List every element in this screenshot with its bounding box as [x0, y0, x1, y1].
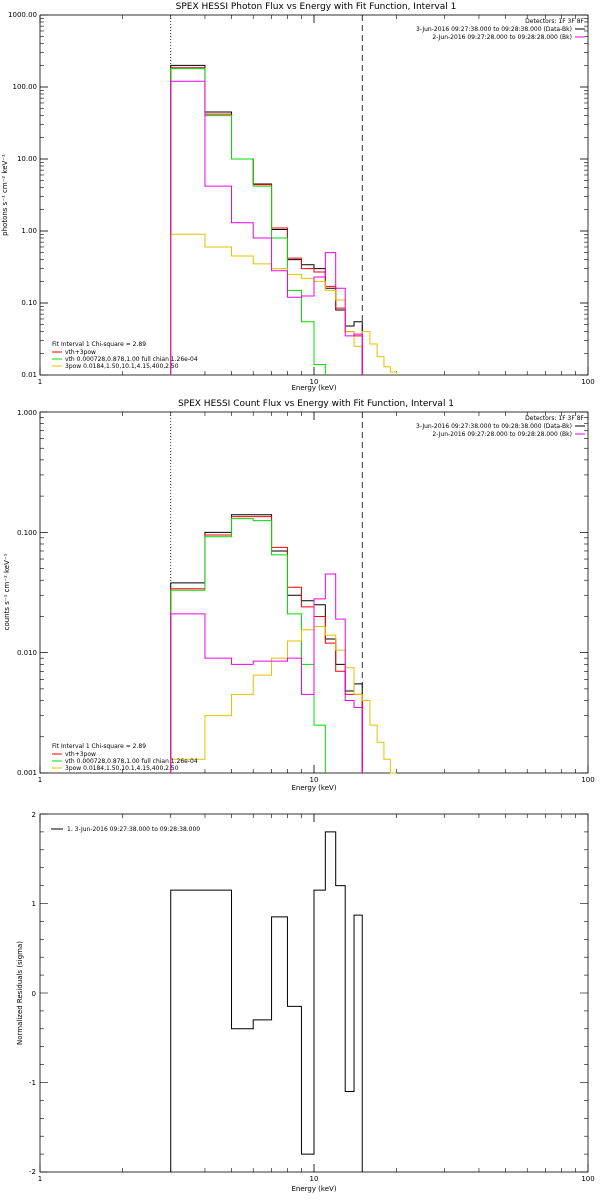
residuals-x-ticks [39, 814, 589, 1172]
data-series [170, 64, 363, 375]
count-x-tick-label: 1 [38, 776, 42, 784]
residuals-x-axis-label: Energy (keV) [291, 1185, 336, 1193]
residuals-x-tick-label: 1 [38, 1175, 42, 1183]
count-flux-panel: SPEX HESSI Count Flux vs Energy with Fit… [3, 399, 595, 792]
count-x-tick-label: 100 [581, 776, 594, 784]
count-y-axis-label: counts s⁻¹ cm⁻² keV⁻¹ [3, 553, 11, 630]
residuals-y-ticks [40, 813, 588, 1173]
photon-y-tick-label: 1000.00 [8, 11, 37, 19]
photon-x-tick-label: 1 [38, 378, 42, 386]
residual-series [170, 831, 363, 1172]
background-series [170, 80, 363, 375]
residuals-y-tick-label: 1 [32, 900, 36, 908]
count-header-bk-interval: 2-Jun-2016 09:27:28.000 to 09:28:28.000 … [432, 431, 572, 438]
count-legend-heading: Fit Interval 1 Chi-square = 2.89 [52, 743, 146, 750]
photon-header-detectors: Detectors: 1F 3F 8F [525, 18, 584, 25]
bpow-series [170, 626, 397, 774]
photon-x-tick-label: 100 [581, 378, 594, 386]
photon-y-tick-label: 100.00 [13, 83, 38, 91]
residuals-x-tick-label: 100 [581, 1175, 594, 1183]
count-markers [170, 412, 363, 773]
residuals-x-tick-label: 10 [310, 1175, 319, 1183]
photon-y-tick-label: 10.00 [17, 155, 37, 163]
photon-y-ticks [40, 14, 588, 376]
count-legend-entry: vth+3pow [65, 751, 96, 758]
photon-y-tick-label: 0.01 [21, 371, 37, 379]
photon-legend-entry: 3pow 0.0184,1.50,10.1,4.15,400,2.50 [65, 363, 179, 370]
count-legend-entry: 3pow 0.0184,1.50,10.1,4.15,400,2.50 [65, 765, 179, 772]
photon-y-axis-label: photons s⁻¹ cm⁻² keV⁻¹ [1, 154, 9, 236]
residuals-legend-entry: 1. 3-Jun-2016 09:27:38.000 to 09:28:38.0… [67, 826, 200, 833]
photon-flux-panel: SPEX HESSI Photon Flux vs Energy with Fi… [1, 2, 595, 392]
count-y-ticks [40, 411, 588, 774]
residuals-y-tick-label: -2 [29, 1168, 36, 1176]
photon-x-axis-label: Energy (keV) [291, 384, 336, 392]
photon-x-ticks [39, 15, 589, 375]
residuals-y-tick-label: 0 [32, 990, 36, 998]
data-series [170, 514, 363, 773]
photon-header-data-interval: 3-Jun-2016 09:27:38.000 to 09:28:38.000 … [416, 26, 572, 33]
count-x-ticks [39, 412, 589, 773]
photon-plot-frame [39, 14, 589, 376]
residuals-y-tick-label: -1 [29, 1079, 36, 1087]
count-y-tick-label: 1.000 [17, 409, 37, 417]
vth-series [170, 68, 326, 375]
residuals-panel: 1 10 100 -2 -1 0 1 2 Energy (keV) Normal… [16, 811, 595, 1193]
total-fit-series [170, 516, 363, 773]
count-x-tick-label: 10 [310, 776, 319, 784]
residuals-y-axis-label: Normalized Residuals (sigma) [16, 941, 24, 1045]
count-header-detectors: Detectors: 1F 3F 8F [525, 415, 584, 422]
count-y-tick-label: 0.100 [17, 529, 37, 537]
total-fit-series [170, 67, 363, 375]
vth-series [170, 518, 326, 773]
count-series [170, 514, 397, 774]
count-x-axis-label: Energy (keV) [291, 784, 336, 792]
photon-series [170, 64, 397, 375]
count-header-data-interval: 3-Jun-2016 09:27:38.000 to 09:28:38.000 … [416, 423, 572, 430]
photon-header-bk-interval: 2-Jun-2016 09:27:28.000 to 09:28:28.000 … [432, 34, 572, 41]
count-y-tick-label: 0.010 [17, 649, 37, 657]
count-flux-title: SPEX HESSI Count Flux vs Energy with Fit… [178, 399, 454, 409]
count-y-tick-label: 0.001 [17, 769, 37, 777]
photon-legend-heading: Fit Interval 1 Chi-square = 2.89 [52, 341, 146, 348]
photon-legend-entry: vth+3pow [65, 349, 96, 356]
photon-legend-entry: vth 0.000728,0.878,1.00 full chian 1.26e… [65, 356, 198, 363]
bpow-series [170, 233, 397, 375]
photon-y-tick-label: 1.00 [21, 227, 37, 235]
residuals-series [170, 831, 363, 1172]
count-legend-entry: vth 0.000728,0.878,1.00 full chian 1.26e… [65, 758, 198, 765]
background-series [170, 573, 363, 773]
photon-x-tick-label: 10 [310, 378, 319, 386]
photon-flux-title: SPEX HESSI Photon Flux vs Energy with Fi… [176, 2, 457, 12]
residuals-y-tick-label: 2 [32, 811, 36, 819]
photon-y-tick-label: 0.10 [21, 299, 37, 307]
